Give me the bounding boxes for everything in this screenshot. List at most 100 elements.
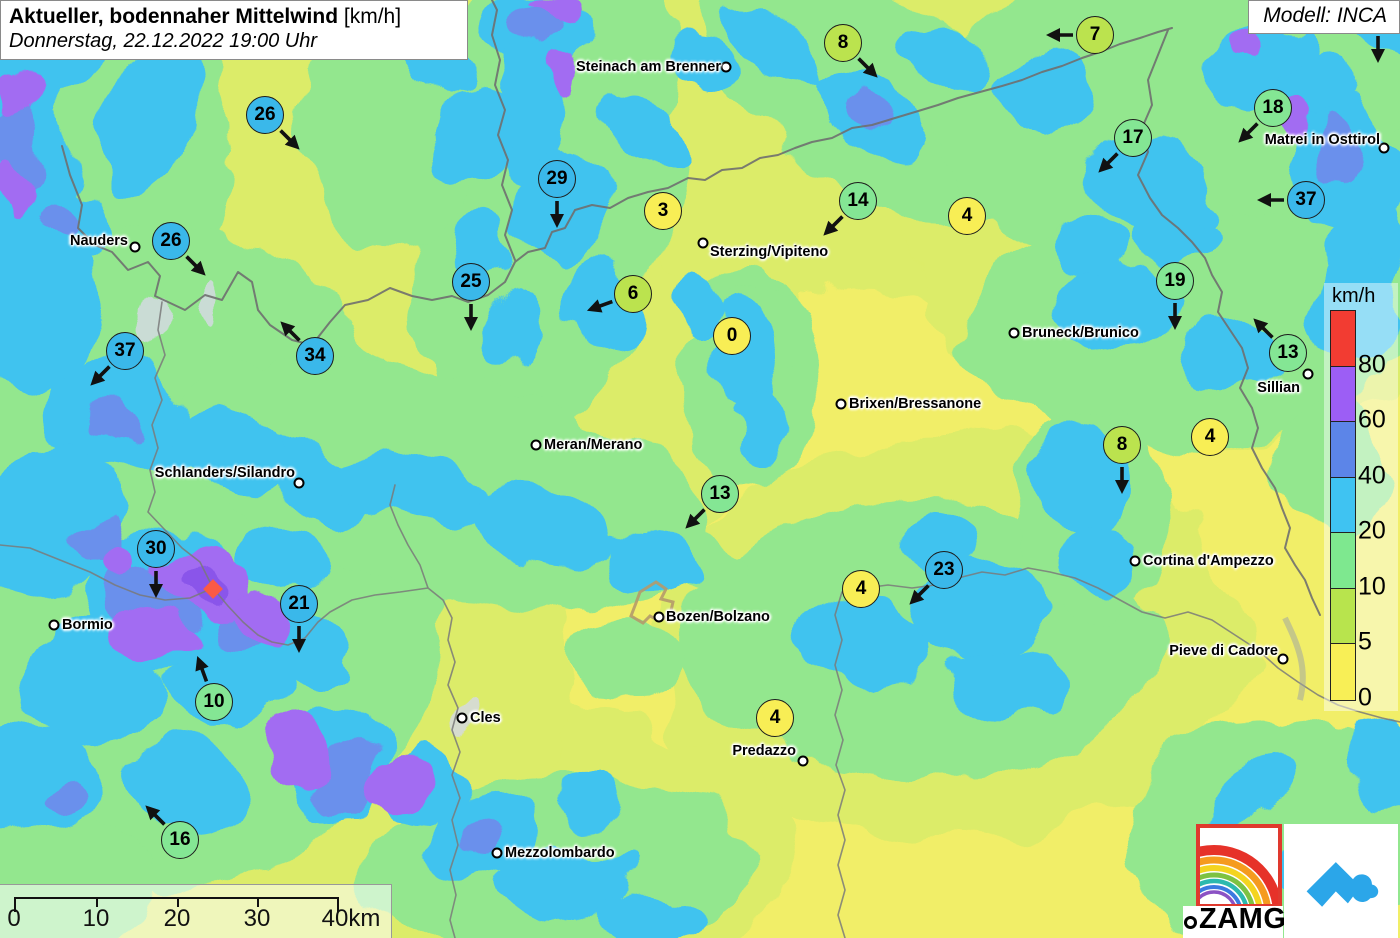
scale-label: 40km	[321, 905, 381, 932]
wind-station-marker: 26	[152, 222, 190, 260]
legend-segment	[1331, 533, 1355, 589]
bozen-city-outline	[629, 580, 675, 625]
wind-station-marker: 37	[1287, 181, 1325, 219]
legend-tick-label: 20	[1358, 516, 1386, 545]
legend-segment	[1331, 644, 1355, 700]
wind-station-marker: 19	[1156, 262, 1194, 300]
regional-borders	[0, 301, 1400, 938]
scale-label: 30	[243, 905, 271, 932]
wind-station-marker: 13	[701, 475, 739, 513]
place-label: Mezzolombardo	[505, 845, 615, 861]
place-label: Matrei in Osttirol	[1264, 132, 1380, 148]
legend-tick-label: 10	[1358, 571, 1386, 600]
wind-station-marker: 29	[538, 160, 576, 198]
title-box: Aktueller, bodennaher Mittelwind [km/h] …	[0, 0, 468, 60]
place-label: Cortina d'Ampezzo	[1143, 553, 1274, 569]
place-label: Steinach am Brenner	[575, 59, 721, 75]
wind-station-marker: 37	[106, 332, 144, 370]
wind-station-marker: 26	[246, 96, 284, 134]
place-label: Bormio	[62, 617, 113, 633]
place-dot	[835, 398, 847, 410]
wind-station-marker: 4	[756, 699, 794, 737]
wind-station-marker: 10	[195, 683, 233, 721]
scale-tick	[337, 897, 339, 912]
place-dot	[48, 619, 60, 631]
zamg-rainbow-icon	[1145, 845, 1283, 938]
wind-station-marker: 14	[839, 182, 877, 220]
place-label: Sillian	[1257, 380, 1300, 396]
place-label: Bozen/Bolzano	[666, 609, 770, 625]
provincial-weather-logo	[1284, 824, 1398, 938]
scale-tick	[96, 897, 98, 907]
place-dot	[1129, 555, 1141, 567]
place-dot	[530, 439, 542, 451]
place-dot	[697, 237, 709, 249]
map-subtitle: Donnerstag, 22.12.2022 19:00 Uhr	[9, 30, 317, 52]
wind-station-marker: 23	[925, 551, 963, 589]
place-dot	[1008, 327, 1020, 339]
map-title: Aktueller, bodennaher Mittelwind [km/h]	[9, 5, 402, 28]
place-label: Predazzo	[732, 743, 796, 759]
wind-station-marker: 17	[1114, 119, 1152, 157]
scale-line	[14, 897, 337, 899]
scale-label: 10	[82, 905, 110, 932]
wind-station-marker: 18	[1254, 89, 1292, 127]
place-dot	[1302, 368, 1314, 380]
legend-tick-label: 60	[1358, 405, 1386, 434]
mountain-cloud-icon	[1306, 862, 1379, 907]
legend-segment	[1331, 477, 1355, 533]
wind-station-marker: 7	[1076, 16, 1114, 54]
scale-tick	[14, 897, 16, 912]
place-label: Meran/Merano	[544, 437, 643, 453]
legend-tick-label: 80	[1358, 349, 1386, 378]
wind-station-marker: 25	[452, 263, 490, 301]
scale-label: 0	[7, 905, 21, 932]
valley-road	[1282, 616, 1306, 701]
legend-segment	[1331, 588, 1355, 644]
legend-tick-label: 40	[1358, 460, 1386, 489]
wind-station-marker: 16	[161, 821, 199, 859]
legend-color-bar	[1330, 310, 1356, 701]
legend-segment	[1331, 366, 1355, 422]
wind-station-marker: 3	[644, 192, 682, 230]
place-dot	[491, 847, 503, 859]
scale-tick	[257, 897, 259, 907]
wind-station-marker: 6	[614, 275, 652, 313]
wind-speed-legend: km/h 80 60 40 20 10 5 0	[1324, 283, 1398, 711]
wind-station-marker: 0	[713, 317, 751, 355]
place-label: Schlanders/Silandro	[154, 465, 295, 481]
place-dot	[1277, 653, 1289, 665]
wind-station-marker: 4	[948, 197, 986, 235]
place-dot	[797, 755, 809, 767]
legend-segment	[1331, 311, 1355, 367]
place-label: Nauders	[69, 233, 128, 249]
place-dot	[129, 241, 141, 253]
place-dot	[293, 477, 305, 489]
place-dot	[720, 61, 732, 73]
wind-station-marker: 8	[1103, 426, 1141, 464]
country-borders	[61, 0, 1321, 616]
zamg-degree-dot	[1184, 916, 1197, 929]
legend-tick-label: 0	[1358, 682, 1372, 711]
legend-segment	[1331, 422, 1355, 478]
wind-station-marker: 13	[1269, 334, 1307, 372]
zamg-text-strip	[1183, 906, 1283, 938]
zamg-wordmark: ZAMG	[1199, 903, 1287, 935]
wind-station-marker: 8	[824, 24, 862, 62]
wind-station-marker: 34	[296, 337, 334, 375]
legend-tick-label: 5	[1358, 627, 1372, 656]
wind-station-marker: 4	[1191, 418, 1229, 456]
place-label: Pieve di Cadore	[1169, 643, 1278, 659]
place-dot	[456, 712, 468, 724]
model-label: Modell: INCA	[1248, 0, 1400, 34]
place-label: Cles	[470, 710, 501, 726]
legend-title: km/h	[1332, 285, 1376, 307]
place-label: Brixen/Bressanone	[849, 396, 982, 412]
wind-station-marker: 21	[280, 585, 318, 623]
wind-station-marker: 4	[842, 570, 880, 608]
place-dot	[653, 611, 665, 623]
scale-tick	[177, 897, 179, 907]
wind-station-marker: 30	[137, 530, 175, 568]
